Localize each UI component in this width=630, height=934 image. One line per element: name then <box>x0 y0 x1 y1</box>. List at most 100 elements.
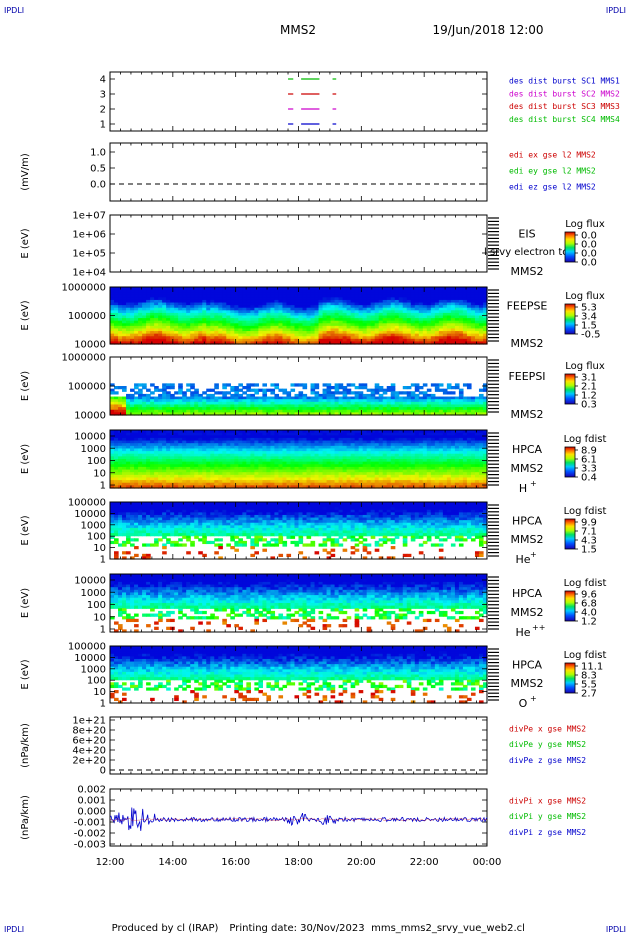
spectrogram-cell <box>274 315 280 319</box>
spectrogram-cell <box>138 289 143 293</box>
spectrogram-cell <box>342 386 348 390</box>
spectrogram-cell <box>174 315 179 319</box>
spectrogram-cell <box>334 469 340 473</box>
spectrogram-cell <box>318 440 324 444</box>
spectrogram-cell <box>198 472 203 476</box>
spectrogram-cell <box>230 435 235 439</box>
spectrogram-cell <box>298 477 304 481</box>
spectrogram-cell <box>426 294 432 298</box>
spectrogram-cell <box>226 409 231 413</box>
spectrogram-cell <box>138 448 143 452</box>
spectrogram-cell <box>346 305 352 309</box>
spectrogram-cell <box>110 287 115 291</box>
spectrogram-cell <box>422 336 428 340</box>
spectrogram-cell <box>262 440 268 444</box>
spectrogram-cell <box>322 396 328 400</box>
spectrogram-cell <box>454 396 460 400</box>
spectrogram-cell <box>446 297 452 301</box>
spectrogram-cell <box>230 404 235 408</box>
spectrogram-cell <box>254 482 259 486</box>
spectrogram-cell <box>338 315 344 319</box>
spectrogram-cell <box>290 312 296 317</box>
spectrogram-cell <box>214 451 219 455</box>
spectrogram-cell <box>214 391 219 395</box>
spectrogram-cell <box>258 312 264 317</box>
spectrogram-cell <box>326 318 332 322</box>
spectrogram-cell <box>458 333 464 337</box>
spectrogram-cell <box>394 292 400 296</box>
spectrogram-cell <box>118 477 123 481</box>
spectrogram-cell <box>382 399 388 403</box>
spectrogram-cell <box>258 396 264 400</box>
spectrogram-cell <box>262 294 268 298</box>
spectrogram-cell <box>402 302 408 306</box>
spectrogram-cell <box>150 451 155 455</box>
spectrogram-cell <box>270 338 276 343</box>
spectrogram-cell <box>218 399 223 403</box>
spectrogram-cell <box>310 437 316 442</box>
spectrogram-cell <box>234 310 239 314</box>
spectrogram-cell <box>118 432 123 436</box>
spectrogram-cell <box>214 297 219 301</box>
spectrogram-cell <box>266 474 272 479</box>
spectrogram-cell <box>130 482 135 486</box>
spectrogram-cell <box>250 318 255 322</box>
spectrogram-cell <box>482 333 488 337</box>
spectrogram-cell <box>306 302 312 306</box>
spectrogram-cell <box>370 315 376 319</box>
spectrogram-cell <box>298 469 304 473</box>
spectrogram-cell <box>218 404 223 408</box>
spectrogram-cell <box>230 312 235 317</box>
spectrogram-cell <box>170 404 175 408</box>
spectrogram-cell <box>254 456 259 460</box>
spectrogram-cell <box>482 294 488 298</box>
spectrogram-cell <box>246 440 251 444</box>
spectrogram-cell <box>346 388 352 392</box>
spectrogram-cell <box>390 336 396 340</box>
spectrogram-cell <box>374 318 380 322</box>
spectrogram-cell <box>138 336 143 340</box>
spectrogram-cell <box>470 287 476 291</box>
spectrogram-cell <box>426 404 432 408</box>
spectrogram-cell <box>338 305 344 309</box>
spectrogram-cell <box>462 404 468 408</box>
spectrogram-cell <box>454 336 460 340</box>
spectrogram-cell <box>290 459 296 463</box>
spectrogram-cell <box>230 338 235 343</box>
spectrogram-cell <box>422 318 428 322</box>
spectrogram-cell <box>222 461 227 465</box>
spectrogram-cell <box>298 333 304 337</box>
spectrogram-cell <box>418 292 424 296</box>
spectrogram-cell <box>274 448 280 452</box>
spectrogram-cell <box>302 289 308 293</box>
spectrogram-cell <box>202 432 207 436</box>
spectrogram-cell <box>362 396 368 400</box>
spectrogram-cell <box>162 333 167 337</box>
spectrogram-cell <box>370 453 376 457</box>
spectrogram-cell <box>390 338 396 343</box>
spectrogram-cell <box>170 451 175 455</box>
spectrogram-cell <box>478 412 484 416</box>
spectrogram-cell <box>350 287 356 291</box>
spectrogram-cell <box>270 401 276 406</box>
spectrogram-cell <box>354 302 360 306</box>
spectrogram-cell <box>146 336 151 340</box>
spectrogram-cell <box>274 305 280 309</box>
spectrogram-cell <box>190 445 195 450</box>
spectrogram-cell <box>318 472 324 476</box>
spectrogram-cell <box>282 480 288 484</box>
spectrogram-cell <box>406 325 412 330</box>
spectrogram-cell <box>266 432 272 436</box>
spectrogram-cell <box>158 393 163 398</box>
spectrogram-cell <box>354 391 360 395</box>
spectrogram-cell <box>134 461 139 465</box>
spectrogram-cell <box>374 307 380 311</box>
spectrogram-cell <box>166 451 171 455</box>
spectrogram-cell <box>194 333 199 337</box>
spectrogram-cell <box>438 302 444 306</box>
spectrogram-cell <box>414 299 420 304</box>
spectrogram-cell <box>346 472 352 476</box>
spectrogram-cell <box>478 393 484 398</box>
spectrogram-cell <box>402 401 408 406</box>
spectrogram-cell <box>306 320 312 324</box>
